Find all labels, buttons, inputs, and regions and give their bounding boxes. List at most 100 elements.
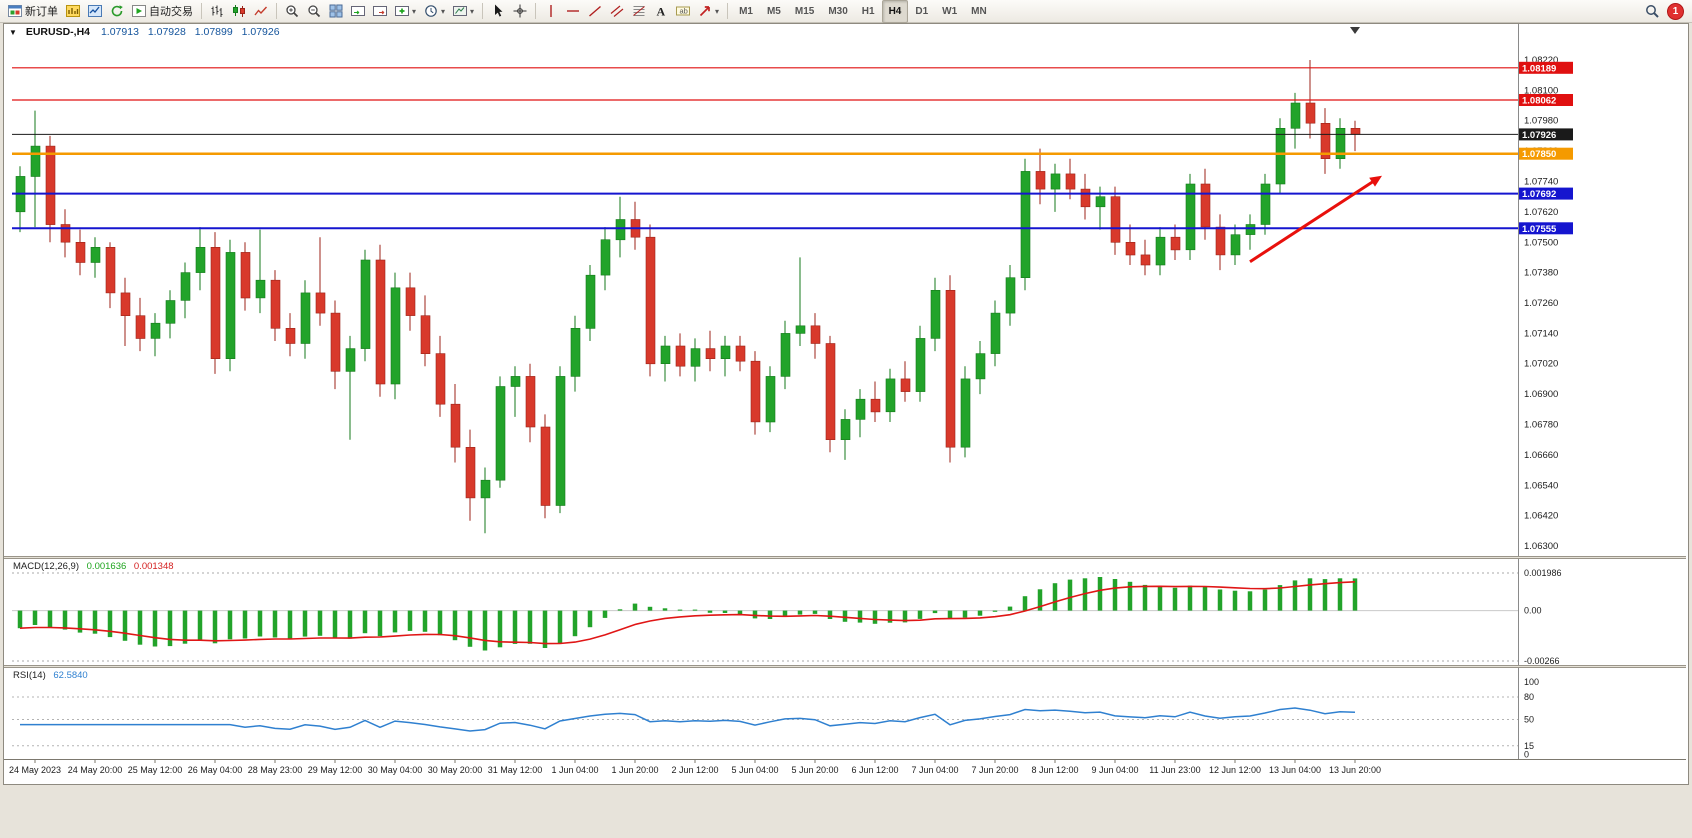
svg-text:1 Jun 20:00: 1 Jun 20:00 bbox=[611, 765, 658, 775]
tf-mn-button-label: MN bbox=[971, 5, 987, 17]
panel-splitter[interactable] bbox=[4, 665, 1686, 668]
macd-name: MACD(12,26,9) bbox=[13, 561, 79, 572]
refresh-icon bbox=[110, 4, 124, 18]
chart-shift-marker[interactable] bbox=[1350, 27, 1360, 34]
svg-text:11 Jun 23:00: 11 Jun 23:00 bbox=[1149, 765, 1200, 775]
chart-candles-button[interactable] bbox=[228, 0, 250, 23]
tf-mn-button[interactable]: MN bbox=[964, 0, 994, 23]
rsi-panel bbox=[12, 696, 1518, 747]
vertical-line-tool-button[interactable] bbox=[540, 0, 562, 23]
zoom-in-button[interactable] bbox=[281, 0, 303, 23]
trendline-icon bbox=[588, 4, 602, 18]
crosshair-icon bbox=[513, 4, 527, 18]
macd-main-value: 0.001636 bbox=[86, 561, 127, 572]
rsi-value: 62.5840 bbox=[53, 670, 88, 681]
one-click-trading-collapse-icon[interactable]: ▼ bbox=[9, 28, 17, 37]
price-axis[interactable] bbox=[1519, 24, 1686, 759]
channel-tool-button[interactable] bbox=[606, 0, 628, 23]
auto-scroll-button[interactable] bbox=[347, 0, 369, 23]
svg-text:6 Jun 12:00: 6 Jun 12:00 bbox=[851, 765, 898, 775]
chart-scroll-icon bbox=[351, 4, 365, 18]
tf-m5-button[interactable]: M5 bbox=[760, 0, 788, 23]
chart-window[interactable]: 1.082201.081001.079801.078601.077401.076… bbox=[3, 23, 1689, 785]
svg-text:1.06540: 1.06540 bbox=[1524, 480, 1558, 491]
templates-button[interactable]: ▾ bbox=[449, 0, 478, 23]
svg-text:13 Jun 20:00: 13 Jun 20:00 bbox=[1329, 765, 1381, 775]
tile-icon bbox=[329, 4, 343, 18]
fibonacci-icon bbox=[632, 4, 646, 18]
channel-icon bbox=[610, 4, 624, 18]
arrows-tool-button[interactable]: ▾ bbox=[694, 0, 723, 23]
text-tool-button[interactable]: A bbox=[650, 0, 672, 23]
chart-bars-button[interactable] bbox=[206, 0, 228, 23]
svg-text:1.06420: 1.06420 bbox=[1524, 511, 1558, 522]
new-order-button[interactable]: 新订单 bbox=[4, 0, 62, 23]
indicators-button[interactable]: ▾ bbox=[391, 0, 420, 23]
horizontal-level-lines[interactable] bbox=[12, 67, 1518, 230]
notifications-button[interactable]: 1 bbox=[1663, 0, 1688, 23]
trend-arrow-annotation[interactable] bbox=[1249, 175, 1382, 263]
clock-icon bbox=[424, 4, 438, 18]
tf-m1-button[interactable]: M1 bbox=[732, 0, 760, 23]
auto-trading-button[interactable]: 自动交易 bbox=[128, 0, 197, 23]
tile-windows-button[interactable] bbox=[325, 0, 347, 23]
svg-text:2 Jun 12:00: 2 Jun 12:00 bbox=[671, 765, 718, 775]
level-price-tag: 1.08062 bbox=[1519, 94, 1573, 107]
candles-layer[interactable] bbox=[15, 60, 1361, 534]
chart-symbol-timeframe: EURUSD-,H4 bbox=[25, 26, 91, 38]
caret-down-icon: ▾ bbox=[470, 6, 475, 16]
chart-yellow-icon bbox=[66, 4, 80, 18]
refresh-button[interactable] bbox=[106, 0, 128, 23]
charts-button[interactable] bbox=[62, 0, 84, 23]
tf-d1-button[interactable]: D1 bbox=[908, 0, 935, 23]
svg-text:1.06900: 1.06900 bbox=[1524, 389, 1558, 400]
toolbar-separator bbox=[276, 3, 277, 19]
caret-down-icon: ▾ bbox=[412, 6, 417, 16]
bid-price-tag: 1.07926 bbox=[1519, 128, 1573, 141]
svg-text:1.06660: 1.06660 bbox=[1524, 450, 1558, 461]
macd-signal-value: 0.001348 bbox=[133, 561, 174, 572]
svg-text:1.06780: 1.06780 bbox=[1524, 420, 1558, 431]
svg-text:1.08220: 1.08220 bbox=[1524, 55, 1558, 66]
tf-m30-button[interactable]: M30 bbox=[821, 0, 854, 23]
tf-w1-button-label: W1 bbox=[942, 5, 958, 17]
tf-h1-button[interactable]: H1 bbox=[855, 0, 882, 23]
periods-button[interactable]: ▾ bbox=[420, 0, 449, 23]
svg-text:8 Jun 12:00: 8 Jun 12:00 bbox=[1031, 765, 1078, 775]
chart-line-button[interactable] bbox=[250, 0, 272, 23]
indicator-add-icon bbox=[395, 4, 409, 18]
macd-histogram bbox=[17, 577, 1358, 651]
time-axis[interactable] bbox=[4, 759, 1686, 780]
cursor-tool-button[interactable] bbox=[487, 0, 509, 23]
svg-text:7 Jun 04:00: 7 Jun 04:00 bbox=[911, 765, 958, 775]
market-watch-button[interactable] bbox=[84, 0, 106, 23]
search-button[interactable] bbox=[1641, 0, 1663, 23]
template-icon bbox=[453, 4, 468, 18]
tf-m15-button[interactable]: M15 bbox=[788, 0, 821, 23]
panel-splitter[interactable] bbox=[4, 556, 1686, 559]
chart-canvas[interactable]: 1.082201.081001.079801.078601.077401.076… bbox=[4, 24, 1686, 782]
svg-text:100: 100 bbox=[1524, 677, 1539, 687]
chart-shift-icon bbox=[373, 4, 387, 18]
auto-trading-button-label: 自动交易 bbox=[149, 6, 193, 18]
crosshair-tool-button[interactable] bbox=[509, 0, 531, 23]
tf-h4-button[interactable]: H4 bbox=[881, 0, 909, 23]
caret-down-icon: ▾ bbox=[441, 6, 446, 16]
chart-shift-button[interactable] bbox=[369, 0, 391, 23]
tf-w1-button[interactable]: W1 bbox=[935, 0, 964, 23]
horizontal-line-tool-button[interactable] bbox=[562, 0, 584, 23]
zoom-out-button[interactable] bbox=[303, 0, 325, 23]
svg-text:1.06300: 1.06300 bbox=[1524, 541, 1558, 552]
macd-indicator-label: MACD(12,26,9) 0.001636 0.001348 bbox=[13, 561, 174, 572]
tf-m5-button-label: M5 bbox=[766, 5, 781, 17]
fibonacci-tool-button[interactable] bbox=[628, 0, 650, 23]
trendline-tool-button[interactable] bbox=[584, 0, 606, 23]
rsi-line bbox=[20, 707, 1356, 732]
svg-text:1.08100: 1.08100 bbox=[1524, 85, 1558, 96]
zoom-in-icon bbox=[285, 4, 299, 18]
text-label-tool-button[interactable]: ab bbox=[672, 0, 694, 23]
svg-text:1.07380: 1.07380 bbox=[1524, 268, 1558, 279]
rsi-name: RSI(14) bbox=[13, 670, 46, 681]
bars-chart-icon bbox=[210, 4, 224, 18]
